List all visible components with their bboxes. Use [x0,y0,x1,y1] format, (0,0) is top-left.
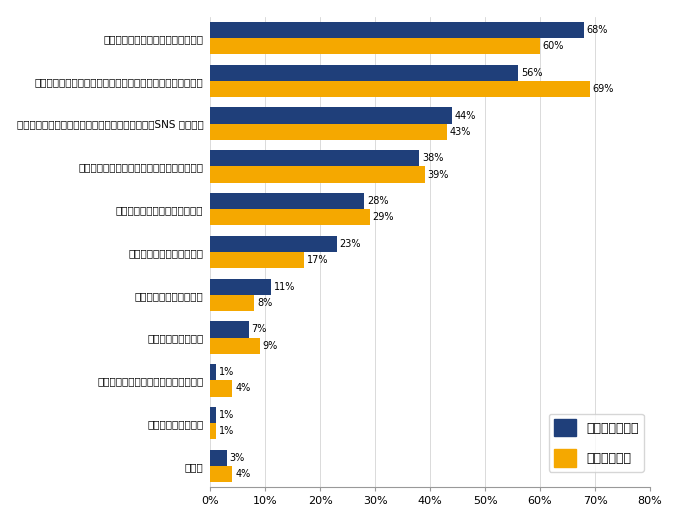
Text: 29%: 29% [373,212,394,222]
Text: 11%: 11% [274,282,295,292]
Bar [210,380,232,396]
Bar [210,295,255,311]
Text: 1%: 1% [219,426,234,436]
Text: 3%: 3% [230,453,245,463]
Text: 56%: 56% [521,67,543,78]
Bar [210,407,216,423]
Bar [210,64,518,81]
Bar [210,123,447,140]
Text: 17%: 17% [306,255,328,265]
Bar [210,423,216,439]
Bar [210,364,216,380]
Text: 39%: 39% [427,169,449,179]
Bar [210,150,419,166]
Text: 68%: 68% [587,25,608,35]
Bar [210,209,369,225]
Text: 9%: 9% [263,340,278,351]
Bar [210,337,260,354]
Text: 7%: 7% [252,324,267,334]
Bar [210,236,337,252]
Legend: 外資系企業社員, 日系企業社員: 外資系企業社員, 日系企業社員 [549,414,644,472]
Bar [210,22,584,38]
Text: 4%: 4% [235,469,251,479]
Bar [210,166,424,183]
Bar [210,450,227,466]
Bar [210,279,271,295]
Text: 4%: 4% [235,383,251,393]
Text: 60%: 60% [543,41,564,51]
Text: 28%: 28% [367,196,388,206]
Text: 38%: 38% [422,153,443,163]
Text: 44%: 44% [455,110,476,120]
Text: 1%: 1% [219,410,234,420]
Bar [210,107,452,123]
Bar [210,252,304,268]
Text: 23%: 23% [340,239,361,249]
Bar [210,193,364,209]
Bar [210,81,589,97]
Text: 43%: 43% [449,127,471,137]
Bar [210,466,232,482]
Text: 8%: 8% [257,298,272,308]
Text: 1%: 1% [219,367,234,377]
Bar [210,321,249,337]
Text: 69%: 69% [592,84,614,94]
Bar [210,38,540,54]
